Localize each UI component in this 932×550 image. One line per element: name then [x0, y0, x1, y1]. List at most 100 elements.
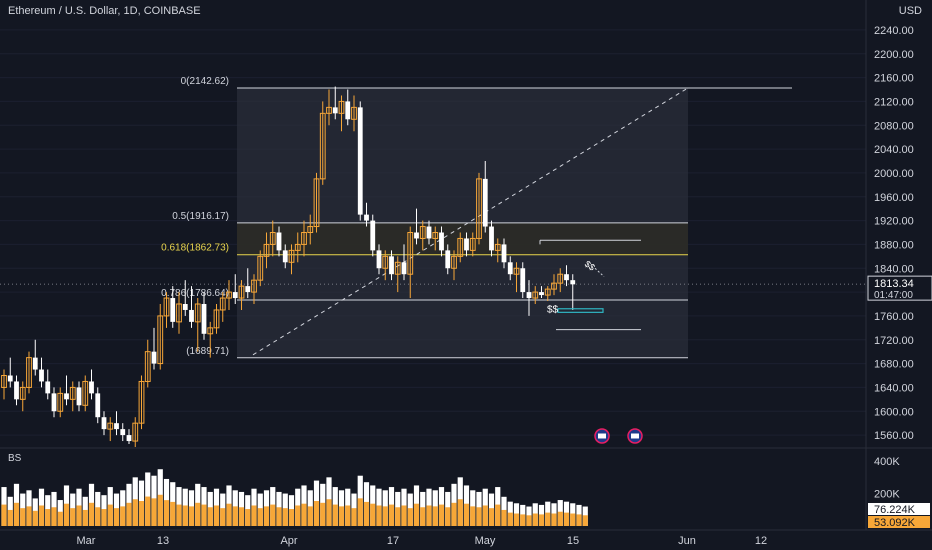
volume-bar-sell — [370, 503, 376, 526]
flag-stripe — [631, 433, 639, 439]
candle-body — [132, 422, 139, 442]
volume-bar-sell — [276, 507, 282, 526]
volume-bar-sell — [457, 499, 463, 526]
time-tick-label: Apr — [280, 535, 297, 547]
candle-body — [263, 243, 270, 257]
candle-body — [126, 435, 132, 442]
candle-body — [351, 106, 357, 120]
candle-body — [401, 262, 407, 275]
volume-bar-sell — [82, 509, 88, 526]
candle-body — [107, 422, 114, 430]
candle-body — [469, 237, 476, 251]
volume-bar-sell — [538, 514, 545, 526]
volume-badge-orange — [868, 516, 930, 528]
candle-body — [189, 309, 194, 322]
volume-bar-sell — [51, 507, 57, 526]
candle-body — [157, 315, 164, 365]
candle-body — [357, 107, 363, 215]
candle-body — [345, 101, 351, 120]
volume-bar-sell — [32, 510, 38, 526]
price-tick-label: 1880.00 — [874, 239, 914, 251]
candle-body — [194, 303, 201, 323]
volume-value-orange: 53.092K — [874, 517, 916, 529]
volume-bar-sell — [113, 508, 120, 526]
candle-body — [294, 243, 301, 251]
liquidity-high-label: $$ — [583, 259, 597, 273]
volume-bar-sell — [63, 503, 70, 526]
fib-level-label: 0.618(1862.73) — [161, 243, 229, 254]
volume-bar-sell — [526, 515, 532, 526]
volume-bar-sell — [363, 501, 370, 526]
candle-body — [482, 178, 488, 227]
volume-bar-sell — [226, 503, 232, 526]
volume-bar-sell — [513, 513, 520, 526]
volume-badge-white — [868, 503, 930, 515]
volume-tick-label: 200K — [874, 489, 900, 501]
time-tick-label: 13 — [157, 535, 169, 547]
time-tick-label: Jun — [678, 535, 696, 547]
fib-level-label: 0.786(1786.64) — [161, 288, 229, 299]
candle-body — [114, 423, 119, 430]
price-tick-label: 1600.00 — [874, 406, 914, 418]
volume-bar-sell — [232, 506, 238, 526]
time-tick-label: Mar — [77, 535, 96, 547]
candle-body — [163, 297, 170, 317]
volume-bar-sell — [413, 503, 420, 526]
candle-body — [445, 250, 451, 269]
volume-bar-sell — [107, 504, 113, 526]
candle-body — [494, 243, 501, 251]
candle-body — [539, 292, 544, 296]
volume-bar-sell — [45, 509, 51, 526]
price-tick-label: 2080.00 — [874, 120, 914, 132]
price-tick-label: 2240.00 — [874, 25, 914, 37]
candle-body — [120, 429, 126, 436]
time-axis[interactable]: Mar 13 Apr 17 May 15 Jun 12 — [0, 529, 932, 547]
candle-body — [32, 357, 38, 370]
candle-body — [526, 292, 532, 299]
volume-bar-sell — [157, 494, 163, 526]
candle-body — [14, 381, 19, 400]
volume-title: BS — [8, 453, 22, 464]
candle-body — [7, 375, 13, 382]
volume-bar-sell — [13, 502, 20, 526]
volume-bar-sell — [382, 506, 388, 526]
liquidity-low-label: $$ — [547, 304, 559, 315]
volume-bar-sell — [151, 498, 157, 526]
volume-bars — [1, 469, 588, 526]
candle-body — [382, 255, 389, 269]
candle-body — [19, 386, 26, 400]
volume-bar-sell — [445, 507, 451, 526]
candle-body — [51, 393, 57, 412]
liquidity-box — [557, 308, 604, 313]
volume-bar-sell — [182, 505, 188, 526]
volume-bar-sell — [170, 501, 176, 526]
candle-body — [464, 238, 469, 251]
volume-bar-sell — [188, 506, 195, 526]
volume-bar-sell — [70, 508, 76, 526]
volume-bar-sell — [570, 513, 576, 526]
candle-body — [513, 267, 520, 275]
candle-body — [276, 232, 282, 251]
volume-bar-sell — [463, 503, 470, 526]
candle-body — [251, 279, 257, 293]
candle-body — [232, 292, 238, 299]
volume-bar-sell — [395, 507, 401, 526]
candle-body — [476, 178, 482, 239]
candle-body — [282, 250, 288, 263]
volume-bar-sell — [126, 502, 132, 526]
candle-body — [370, 220, 376, 251]
price-axis[interactable]: 2240.00 2200.00 2160.00 2120.00 2080.00 2040.… — [865, 0, 932, 530]
fib-level-label: 0.5(1916.17) — [172, 211, 229, 222]
fib-retracement[interactable]: 0(2142.62) 0.5(1916.17) 0.618(1862.73) 0.78… — [0, 76, 866, 359]
candle-body — [176, 303, 182, 323]
volume-bar-sell — [551, 513, 557, 526]
volume-bar-sell — [563, 512, 570, 526]
candle-body — [219, 297, 226, 311]
volume-bar-sell — [488, 508, 495, 526]
price-tick-label: 1840.00 — [874, 263, 914, 275]
candle-body — [1, 375, 7, 388]
volume-bar-sell — [101, 509, 107, 526]
price-tick-label: 2040.00 — [874, 144, 914, 156]
volume-bar-sell — [145, 496, 151, 526]
